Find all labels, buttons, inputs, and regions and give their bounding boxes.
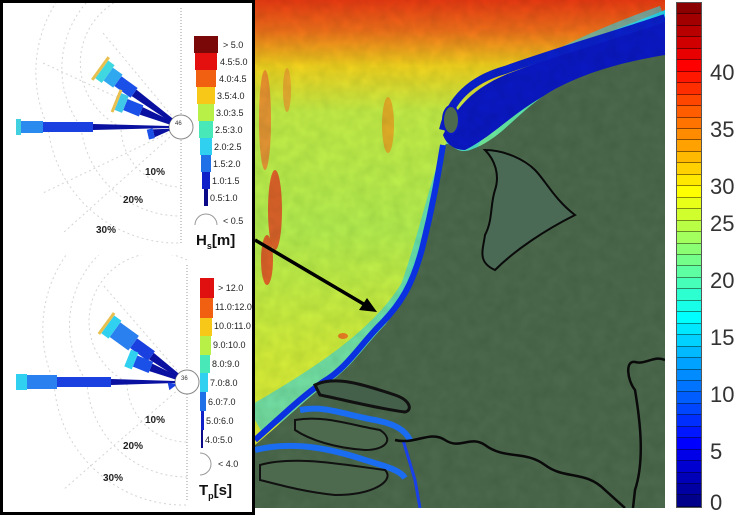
colorbar-band <box>677 380 701 393</box>
hs-legend-4: 3.0:3.5 <box>216 108 244 118</box>
colorbar-band <box>677 392 701 404</box>
hs-unit-label: Hs[m] <box>196 232 236 251</box>
colorbar-band <box>677 174 701 187</box>
colorbar-band <box>677 71 701 84</box>
tp-unit-label: Tp[s] <box>199 482 233 501</box>
colorbar-band <box>677 83 701 95</box>
colorbar-tick-25: 25 <box>710 211 735 236</box>
colorbar-tick-10: 10 <box>710 382 735 407</box>
colorbar-band <box>677 186 701 198</box>
tp-legend-8: 4.0:5.0 <box>205 435 233 445</box>
tp-rose-graphic <box>16 255 214 506</box>
tp-legend-6: 6.0:7.0 <box>208 397 236 407</box>
colorbar-band <box>677 403 701 416</box>
colorbar-band <box>677 25 701 38</box>
tp-pct-30: 30% <box>103 473 124 484</box>
hs-pct-20: 20% <box>123 195 144 206</box>
colorbar-band <box>677 220 701 233</box>
colorbar-band <box>677 335 701 347</box>
colorbar-band <box>677 312 701 324</box>
hs-center-count: 46 <box>175 121 182 127</box>
hs-legend-7: 1.5:2.0 <box>213 159 241 169</box>
colorbar-band <box>677 472 701 485</box>
colorbar-band <box>677 60 701 72</box>
hs-legend-10: < 0.5 <box>223 216 244 226</box>
colorbar-tick-40: 40 <box>710 60 735 85</box>
colorbar-tick-35: 35 <box>710 117 735 142</box>
tp-legend-0: > 12.0 <box>218 283 244 293</box>
hs-legend-5: 2.5:3.0 <box>215 125 243 135</box>
colorbar-band <box>677 484 701 496</box>
hs-rose-graphic <box>16 3 218 244</box>
map-graphic <box>255 0 665 508</box>
tp-legend-7: 5.0:6.0 <box>206 416 234 426</box>
colorbar-band <box>677 254 701 267</box>
tp-pct-10: 10% <box>145 415 166 426</box>
colorbar-band <box>677 289 701 301</box>
colorbar-band <box>677 461 701 473</box>
colorbar-band <box>677 426 701 439</box>
tp-rose-panel: 36 10% 20% 30% > 12.0 11.0:12.0 10.0:11.… <box>0 255 255 515</box>
tp-legend-1: 11.0:12.0 <box>215 302 252 312</box>
hs-pct-10: 10% <box>145 167 166 178</box>
colorbar-band <box>677 266 701 278</box>
colorbar-band <box>677 140 701 152</box>
colorbar-band <box>677 197 701 210</box>
colorbar-tick-0: 0 <box>710 490 723 515</box>
colorbar-band <box>677 14 701 26</box>
hs-legend-3: 3.5:4.0 <box>217 91 245 101</box>
colorbar-band <box>677 369 701 381</box>
colorbar-band <box>677 117 701 129</box>
colorbar-band <box>677 323 701 336</box>
colorbar-band <box>677 128 701 141</box>
colorbar-band <box>677 209 701 221</box>
colorbar-band <box>677 37 701 49</box>
colorbar-band <box>677 232 701 244</box>
hs-legend-0: > 5.0 <box>223 40 244 50</box>
colorbar-tick-15: 15 <box>710 325 735 350</box>
colorbar-band <box>677 151 701 164</box>
wave-map <box>255 0 665 508</box>
colorbar-tick-30: 30 <box>710 174 735 199</box>
hs-legend-8: 1.0:1.5 <box>212 176 240 186</box>
colorbar-band <box>677 277 701 290</box>
tp-legend-3: 9.0:10.0 <box>213 340 246 350</box>
colorbar-band <box>677 3 701 15</box>
colorbar-band <box>677 415 701 427</box>
colorbar-band <box>677 346 701 359</box>
colorbar-band <box>677 48 701 61</box>
colorbar-band <box>677 438 701 450</box>
colorbar-band <box>677 94 701 107</box>
tp-legend-2: 10.0:11.0 <box>214 321 251 331</box>
colorbar-band <box>677 300 701 313</box>
hs-legend-9: 0.5:1.0 <box>210 193 238 203</box>
hs-legend-6: 2.0:2.5 <box>214 142 242 152</box>
colorbar-tick-20: 20 <box>710 268 735 293</box>
hs-legend-1: 4.5:5.0 <box>220 57 248 67</box>
colorbar-band <box>677 358 701 370</box>
tp-pct-20: 20% <box>123 441 144 452</box>
hs-legend-2: 4.0:4.5 <box>219 74 247 84</box>
colorbar-band <box>677 495 701 507</box>
hs-rose-panel: 46 10% 20% 30% > 5.0 4.5:5.0 4.0:4.5 3.5… <box>0 0 255 255</box>
colorbar-tick-5: 5 <box>710 439 723 464</box>
colorbar-band <box>677 449 701 462</box>
tp-legend-5: 7.0:8.0 <box>210 378 238 388</box>
tp-center-count: 36 <box>181 376 188 382</box>
colorbar <box>676 2 702 508</box>
hs-pct-30: 30% <box>96 225 117 236</box>
colorbar-band <box>677 106 701 118</box>
tp-legend-9: < 4.0 <box>218 459 239 469</box>
colorbar-band <box>677 243 701 255</box>
colorbar-band <box>677 163 701 175</box>
tp-legend-4: 8.0:9.0 <box>212 359 240 369</box>
